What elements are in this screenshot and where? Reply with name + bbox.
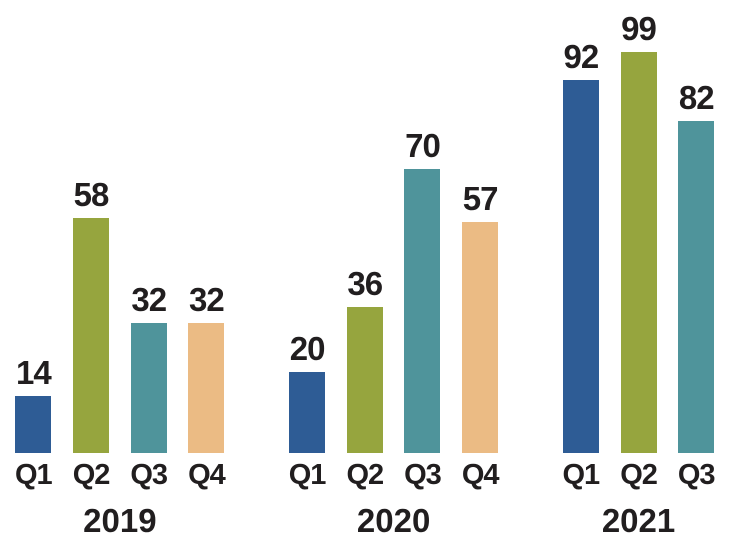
bar-value-label: 32	[131, 281, 167, 318]
year-label: 2020	[356, 502, 431, 539]
bar-value-label: 82	[678, 79, 715, 116]
bar-2019-q2	[73, 218, 110, 453]
bar-2019-q1	[15, 396, 52, 453]
bar-2020-q3	[404, 169, 441, 453]
bar-column-2019-q2: 58 Q2	[72, 176, 111, 491]
quarter-label: Q4	[461, 459, 500, 491]
quarter-label: Q3	[677, 459, 716, 491]
bar-value-label: 36	[347, 265, 383, 302]
bar-2021-q1	[562, 80, 599, 453]
bars-row: 92 Q1 99 Q2 82 Q3	[562, 10, 716, 491]
year-label: 2021	[601, 502, 676, 539]
bar-column-2020-q2: 36 Q2	[346, 265, 384, 491]
quarter-label: Q3	[130, 459, 168, 491]
bar-column-2019-q3: 32 Q3	[130, 281, 168, 491]
bar-2020-q1	[289, 372, 326, 453]
quarter-label: Q2	[346, 459, 384, 491]
bar-column-2021-q1: 92 Q1	[562, 38, 601, 491]
quarter-label: Q1	[288, 459, 327, 491]
bar-column-2019-q1: 14 Q1	[15, 354, 53, 491]
bar-column-2021-q2: 99 Q2	[620, 10, 658, 491]
year-label: 2019	[83, 502, 157, 539]
quarter-label: Q2	[72, 459, 111, 491]
bar-value-label: 14	[15, 354, 52, 391]
bar-column-2020-q4: 57 Q4	[461, 180, 500, 491]
bar-value-label: 32	[189, 281, 225, 318]
bar-value-label: 92	[563, 38, 599, 75]
bar-column-2021-q3: 82 Q3	[677, 79, 716, 491]
year-group-2021: 92 Q1 99 Q2 82 Q3 2021	[562, 10, 716, 539]
bar-column-2019-q4: 32 Q4	[188, 281, 226, 491]
bar-2021-q3	[678, 121, 715, 453]
bar-2019-q4	[188, 323, 225, 453]
bar-2019-q3	[130, 323, 167, 453]
bars-row: 20 Q1 36 Q2 70 Q3 57 Q4	[288, 127, 500, 491]
quarter-label: Q1	[15, 459, 53, 491]
bar-value-label: 99	[621, 10, 657, 47]
bar-2020-q2	[346, 307, 383, 453]
year-group-2020: 20 Q1 36 Q2 70 Q3 57 Q4 2020	[288, 127, 500, 539]
bar-value-label: 70	[405, 127, 441, 164]
quarter-label: Q2	[620, 459, 658, 491]
bar-column-2020-q1: 20 Q1	[288, 330, 327, 491]
bars-row: 14 Q1 58 Q2 32 Q3 32 Q4	[15, 176, 226, 491]
bar-2020-q4	[462, 222, 499, 453]
bar-value-label: 58	[73, 176, 110, 213]
bar-value-label: 20	[289, 330, 326, 367]
bar-value-label: 57	[462, 180, 499, 217]
bar-2021-q2	[620, 52, 657, 453]
year-group-2019: 14 Q1 58 Q2 32 Q3 32 Q4 2019	[15, 176, 226, 539]
quarter-label: Q1	[562, 459, 601, 491]
bar-column-2020-q3: 70 Q3	[404, 127, 442, 491]
quarter-label: Q4	[188, 459, 226, 491]
quarter-label: Q3	[404, 459, 442, 491]
